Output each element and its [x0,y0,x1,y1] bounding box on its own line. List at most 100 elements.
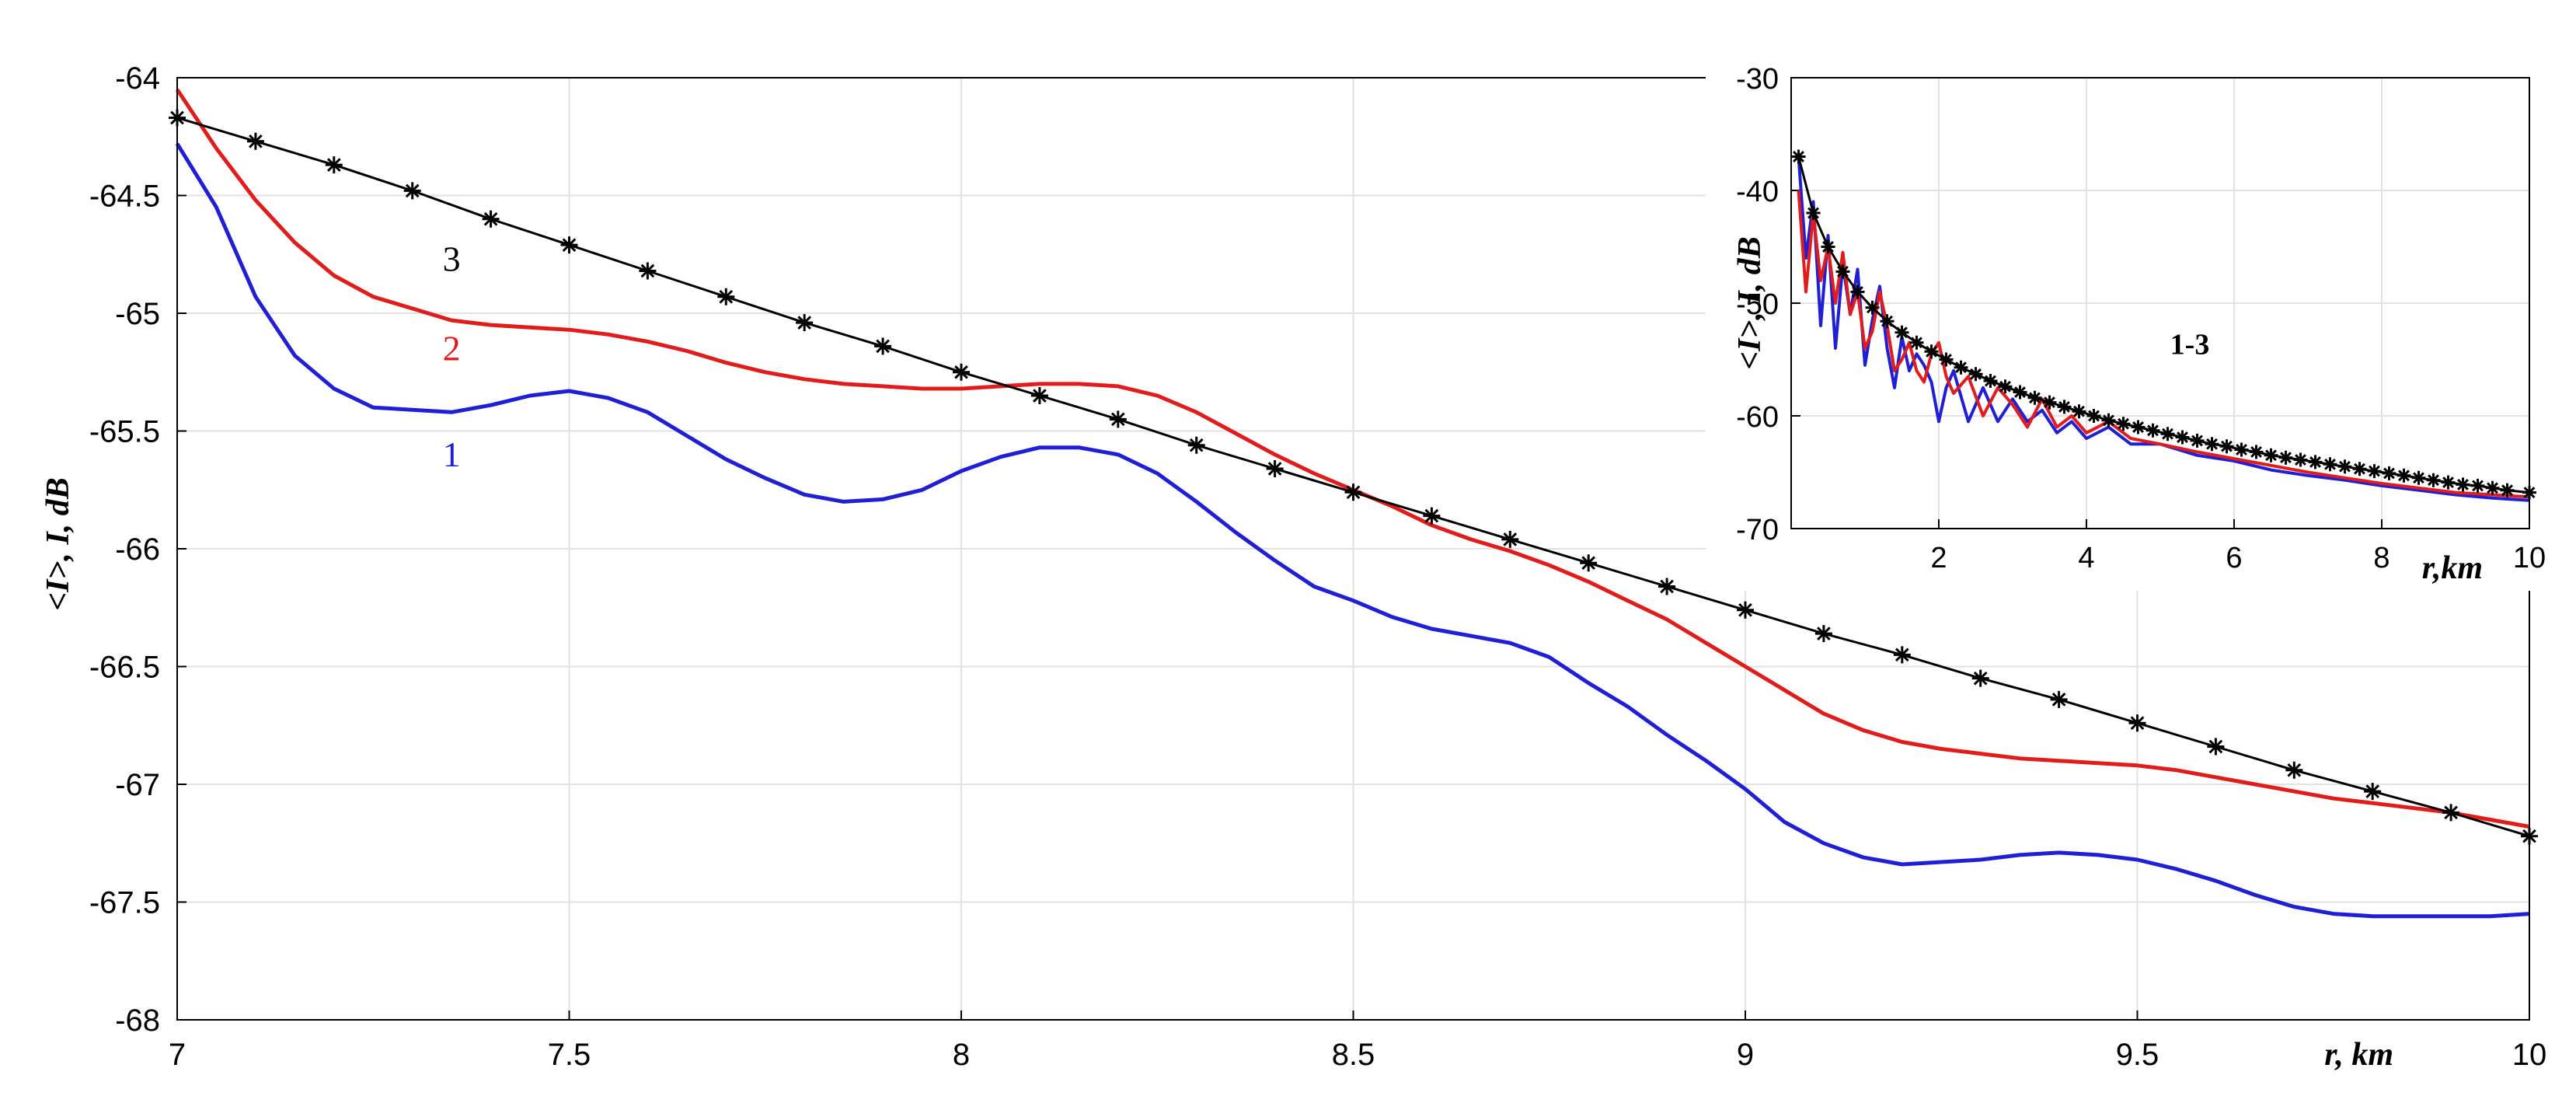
inset-series-3-marker [1954,360,1968,375]
main-series-3-marker [953,363,970,381]
main-series-3-marker [1266,460,1284,477]
inset-series-3-marker [2013,385,2027,400]
inset-series-3-marker [2323,457,2337,472]
inset-series-3-marker [1998,379,2013,394]
main-series-3-marker [1344,483,1362,501]
main-xtick-label: 9.5 [2116,1038,2159,1072]
main-ytick-label: -67 [115,768,160,802]
inset-series-3-marker [1939,352,1954,367]
main-series-3-marker [1580,554,1598,572]
main-series-3-marker [2207,738,2225,756]
inset-frame [1790,77,2530,529]
inset-series-3-marker [2190,433,2205,448]
inset-xtick-label: 4 [2078,542,2094,574]
inset-xtick-label: 2 [1930,542,1947,574]
inset-xtick-label: 10 [2513,542,2546,574]
main-series-3-marker [482,210,500,228]
inset-series-2-line [1797,190,2530,499]
inset-ytick-label: -60 [1736,401,1779,434]
inset-series-3-marker [1850,284,1865,299]
inset-series-3-marker [2072,404,2086,419]
inset-series-3-marker [2205,437,2219,452]
inset-series-3-marker [2470,478,2485,493]
main-ytick-label: -64.5 [89,180,160,214]
main-annotation-1: 1 [443,435,461,474]
inset-series-3-marker [2057,400,2072,414]
main-x-axis-label: r, km [2324,1037,2393,1073]
inset-series-3-marker [1835,264,1850,279]
main-ytick-label: -64 [115,61,160,96]
main-series-3-marker [1030,387,1048,404]
main-series-3-marker [1814,625,1832,643]
main-xtick-label: 10 [2512,1038,2547,1072]
inset-series-3-marker [2219,439,2234,454]
inset-xtick-label: 8 [2373,542,2390,574]
inset-ytick-label: -40 [1736,176,1779,208]
main-series-3-marker [1658,578,1676,595]
main-ytick-label: -67.5 [89,886,160,920]
main-annotation-3: 3 [443,239,461,278]
main-series-1-line [175,142,2530,919]
main-ytick-label: -65 [115,297,160,331]
inset-annotation-1-3: 1-3 [2170,328,2210,361]
inset-series-3-marker [1909,335,1924,350]
main-series-3-marker [717,288,735,305]
inset-chart: -30 -40 -50 -60 -70 2 4 6 8 10 1-3 r,km <I>, I, dB [1706,31,2564,591]
inset-series-3-marker [2160,427,2175,442]
main-series-3-marker [796,314,814,332]
inset-series-3-marker [2500,483,2515,497]
inset-series-3-marker [2175,430,2190,445]
main-series-3-marker [2442,804,2460,822]
main-ytick-label: -66.5 [89,651,160,685]
main-series-3-marker [1737,601,1754,619]
main-series-3-marker [403,182,421,200]
inset-series-3-marker [1983,374,1998,388]
main-xtick-label: 7.5 [548,1038,591,1072]
inset-series-3-marker [2352,462,2367,476]
inset-series-3-marker [1880,314,1895,329]
inset-ytick-label: -70 [1736,514,1779,546]
inset-series-3-marker [2456,477,2470,492]
inset-series-3-marker [2116,417,2131,431]
main-series-3-marker [1423,507,1441,525]
main-series-3-marker [1971,669,1989,687]
main-series-3-marker [2050,690,2068,708]
main-xtick-label: 9 [1737,1038,1754,1072]
main-xtick-label: 7 [169,1038,186,1072]
inset-series-3-marker [1791,149,1806,164]
inset-series-3-marker [2337,459,2352,474]
inset-series-3-marker [2441,475,2456,490]
main-series-3-marker [1109,410,1127,428]
inset-series-3-marker [2426,473,2441,487]
inset-series-3-marker [1968,367,1983,382]
main-annotation-2: 2 [443,329,461,368]
inset-series-3-marker [2293,452,2308,467]
inset-series-3-marker [2396,468,2411,483]
inset-series-3-marker [2042,395,2057,410]
inset-series-3-marker [2308,455,2323,469]
inset-ytick-label: -50 [1736,288,1779,321]
inset-series-3-marker [2264,448,2278,462]
main-ytick-label: -65.5 [89,415,160,449]
inset-series-3-marker [2101,413,2116,428]
inset-series-3-marker [1865,300,1880,315]
main-xtick-label: 8.5 [1332,1038,1375,1072]
inset-ytick-label: -30 [1736,63,1779,96]
inset-xtick-label: 6 [2226,542,2242,574]
inset-series-3-marker [1895,325,1909,340]
inset-series-3-marker [2278,450,2293,465]
inset-series-3-marker [2027,390,2042,405]
inset-x-axis-label: r,km [2422,550,2483,586]
main-series-3-marker [1893,646,1911,664]
inset-series-3-marker [2485,480,2500,495]
main-ytick-label: -66 [115,532,160,567]
main-series-3-marker [1187,436,1205,454]
inset-series-3-marker [1924,344,1939,359]
main-xtick-label: 8 [953,1038,970,1072]
main-ytick-label: -68 [115,1004,160,1038]
main-series-3-marker [246,132,264,150]
main-series-3-marker [639,262,657,280]
inset-series-3-marker [2249,445,2264,459]
inset-series-3-marker [2146,423,2160,438]
